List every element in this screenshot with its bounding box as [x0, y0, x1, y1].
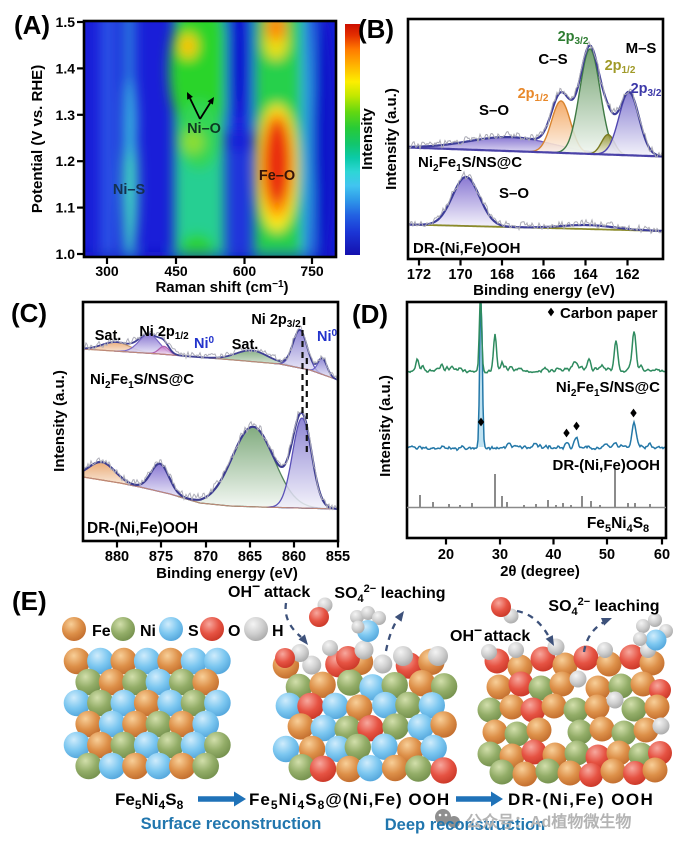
svg-text:30: 30 [492, 547, 508, 563]
svg-text:H: H [272, 623, 284, 640]
svg-text:50: 50 [599, 547, 615, 563]
svg-text:DR-(Ni,Fe) OOH: DR-(Ni,Fe) OOH [508, 790, 654, 809]
svg-text:Fe5Ni4S8: Fe5Ni4S8 [587, 515, 649, 535]
svg-text:Carbon paper: Carbon paper [560, 305, 658, 322]
svg-text:1.4: 1.4 [56, 60, 76, 76]
svg-text:1.3: 1.3 [56, 107, 76, 123]
svg-text:−: − [474, 622, 482, 638]
svg-text:M–S: M–S [626, 40, 657, 57]
svg-text:S–O: S–O [479, 102, 509, 119]
svg-text:Binding energy (eV): Binding energy (eV) [156, 565, 298, 582]
svg-text:Fe5Ni4S8@(Ni,Fe) OOH: Fe5Ni4S8@(Ni,Fe) OOH [249, 790, 450, 812]
svg-text:Surface reconstruction: Surface reconstruction [141, 815, 322, 833]
svg-text:162: 162 [615, 267, 639, 283]
svg-text:Ni 2p3/2: Ni 2p3/2 [251, 312, 301, 330]
svg-text:60: 60 [654, 547, 670, 563]
svg-text:600: 600 [233, 263, 257, 279]
svg-text:OH: OH [228, 584, 252, 601]
svg-text:Fe5Ni4S8: Fe5Ni4S8 [115, 790, 184, 812]
svg-text:164: 164 [573, 267, 597, 283]
svg-text:S–O: S–O [499, 185, 529, 202]
svg-text:SO42− leaching: SO42− leaching [334, 583, 445, 605]
svg-text:Sat.: Sat. [232, 337, 259, 353]
svg-text:875: 875 [149, 549, 173, 565]
svg-text:Intensity (a.u.): Intensity (a.u.) [383, 88, 400, 190]
svg-text:(C): (C) [11, 298, 47, 328]
svg-text:DR-(Ni,Fe)OOH: DR-(Ni,Fe)OOH [413, 240, 521, 257]
svg-text:1.1: 1.1 [56, 200, 76, 216]
svg-text:2p3/2: 2p3/2 [631, 81, 662, 99]
svg-text:1.5: 1.5 [56, 14, 76, 30]
svg-text:1.0: 1.0 [56, 246, 76, 262]
svg-text:O: O [228, 623, 240, 640]
svg-text:170: 170 [448, 267, 472, 283]
svg-text:(E): (E) [12, 586, 47, 616]
svg-text:2p3/2: 2p3/2 [558, 29, 589, 47]
svg-text:20: 20 [438, 547, 454, 563]
svg-text:Potential (V vs. RHE): Potential (V vs. RHE) [29, 65, 46, 213]
svg-text:Ni: Ni [140, 623, 156, 640]
svg-text:Deep reconstruction: Deep reconstruction [385, 816, 545, 834]
svg-text:168: 168 [490, 267, 514, 283]
svg-text:Intensity (a.u.): Intensity (a.u.) [377, 375, 394, 477]
svg-text:880: 880 [105, 549, 129, 565]
svg-text:Fe–O: Fe–O [259, 168, 295, 184]
svg-text:2p1/2: 2p1/2 [605, 58, 636, 76]
svg-text:1.2: 1.2 [56, 153, 76, 169]
svg-text:855: 855 [326, 549, 350, 565]
svg-text:DR-(Ni,Fe)OOH: DR-(Ni,Fe)OOH [87, 520, 198, 537]
svg-text:SO42− leaching: SO42− leaching [548, 596, 659, 618]
svg-text:Ni2Fe1S/NS@C: Ni2Fe1S/NS@C [90, 371, 194, 391]
svg-text:OH: OH [450, 628, 474, 645]
svg-text:750: 750 [300, 263, 324, 279]
svg-text:Intensity (a.u.): Intensity (a.u.) [51, 370, 68, 472]
svg-text:Intensity: Intensity [359, 108, 376, 170]
svg-text:attack: attack [264, 584, 310, 601]
svg-text:attack: attack [484, 628, 530, 645]
svg-text:Ni2Fe1S/NS@C: Ni2Fe1S/NS@C [418, 154, 522, 174]
svg-text:Fe: Fe [92, 623, 111, 640]
svg-text:2θ (degree): 2θ (degree) [500, 563, 580, 580]
svg-text:Ni–O: Ni–O [187, 121, 221, 137]
svg-text:450: 450 [164, 263, 188, 279]
svg-text:Ni2Fe1S/NS@C: Ni2Fe1S/NS@C [556, 379, 660, 399]
svg-text:(A): (A) [14, 10, 50, 40]
svg-text:Sat.: Sat. [95, 328, 122, 344]
svg-text:S: S [188, 623, 199, 640]
svg-text:Binding energy (eV): Binding energy (eV) [473, 282, 615, 299]
svg-text:300: 300 [95, 263, 119, 279]
svg-text:Ni0: Ni0 [317, 328, 338, 345]
svg-text:−: − [252, 578, 260, 594]
svg-text:166: 166 [531, 267, 555, 283]
svg-text:2p1/2: 2p1/2 [518, 86, 549, 104]
svg-text:Ni 2p1/2: Ni 2p1/2 [139, 324, 189, 342]
svg-text:40: 40 [545, 547, 561, 563]
svg-text:(B): (B) [358, 14, 394, 44]
svg-text:公众号：Ad植物微生物: 公众号：Ad植物微生物 [466, 812, 631, 831]
svg-text:860: 860 [282, 549, 306, 565]
svg-text:865: 865 [238, 549, 262, 565]
svg-text:(D): (D) [352, 299, 388, 329]
svg-text:870: 870 [194, 549, 218, 565]
svg-text:DR-(Ni,Fe)OOH: DR-(Ni,Fe)OOH [553, 457, 661, 474]
svg-text:Ni0: Ni0 [194, 335, 215, 352]
svg-text:Ni–S: Ni–S [113, 182, 146, 198]
svg-text:C–S: C–S [538, 51, 567, 68]
svg-text:Raman shift (cm−1): Raman shift (cm−1) [155, 279, 288, 296]
svg-text:172: 172 [407, 267, 431, 283]
